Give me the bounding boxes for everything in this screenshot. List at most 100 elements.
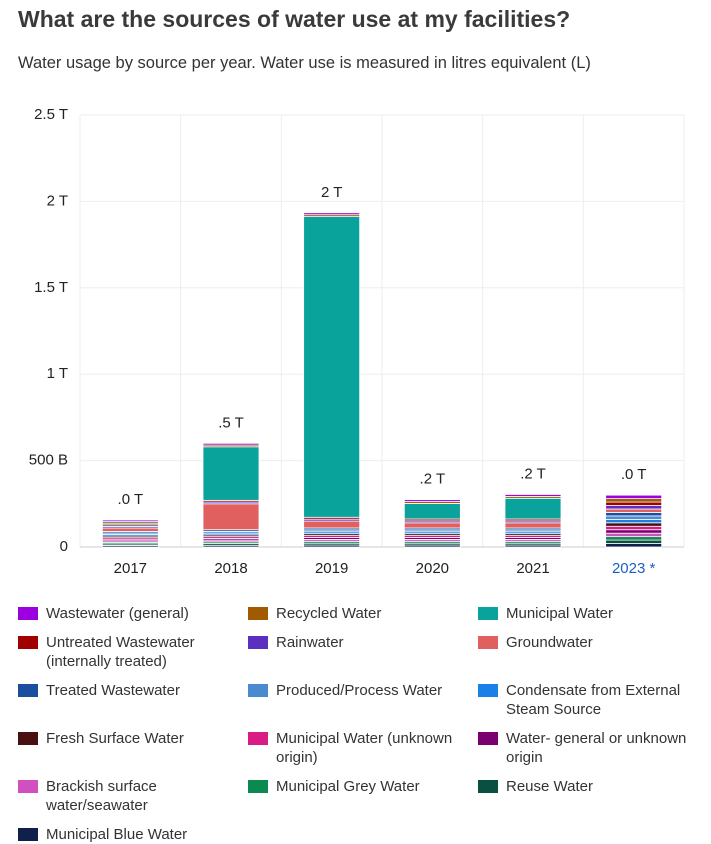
legend-swatch (478, 607, 498, 620)
bar-segment (605, 498, 663, 503)
legend-swatch (18, 828, 38, 841)
bar-segment (202, 503, 260, 531)
legend-item: Condensate from External Steam Source (478, 681, 708, 719)
bar-segment (605, 539, 663, 544)
bar-segment (101, 527, 159, 532)
legend-item: Reuse Water (478, 777, 708, 815)
legend-label: Municipal Grey Water (276, 778, 420, 795)
bar-segment (605, 522, 663, 527)
legend-swatch (248, 607, 268, 620)
y-tick-label: 1.5 T (34, 279, 68, 296)
bar-segment (303, 216, 361, 518)
bar-segment (605, 515, 663, 520)
total-label: .0 T (621, 466, 647, 483)
y-tick-label: 2.5 T (34, 106, 68, 123)
bar-segment (504, 522, 562, 529)
bar-segment (605, 529, 663, 534)
legend-swatch (18, 732, 38, 745)
legend-label: Untreated Wastewater (internally treated… (46, 634, 195, 670)
bar-segment (605, 501, 663, 506)
legend-label: Municipal Blue Water (46, 826, 188, 843)
legend-swatch (478, 636, 498, 649)
legend-label: Recycled Water (276, 605, 382, 622)
y-tick-label: 1 T (47, 365, 68, 382)
legend-label: Produced/Process Water (276, 682, 443, 699)
legend-label: Wastewater (general) (46, 605, 189, 622)
total-label: .5 T (218, 414, 244, 431)
legend-label: Water- general or unknown origin (506, 730, 687, 766)
legend-label: Municipal Water (unknown origin) (276, 730, 453, 766)
bar-segment (202, 446, 260, 501)
legend-label: Treated Wastewater (46, 682, 180, 699)
legend-label: Fresh Surface Water (46, 730, 184, 747)
bar-segment (504, 497, 562, 520)
legend-swatch (18, 607, 38, 620)
legend: Wastewater (general) Recycled Water Munici… (18, 604, 708, 844)
y-tick-label: 0 (60, 538, 68, 555)
bar-segment (605, 494, 663, 500)
legend-label: Reuse Water (506, 778, 593, 795)
bar-segment (605, 508, 663, 513)
x-tick-label: 2017 (114, 560, 147, 577)
legend-label: Brackish surface water/seawater (46, 778, 157, 814)
total-label: .2 T (520, 465, 546, 482)
chart-title: What are the sources of water use at my … (18, 6, 571, 32)
bar-segment (605, 512, 663, 517)
total-label: 2 T (321, 184, 342, 201)
legend-item: Fresh Surface Water (18, 729, 248, 767)
x-tick-label: 2021 (516, 560, 549, 577)
x-tick-label: 2018 (214, 560, 247, 577)
bar-segment (605, 518, 663, 524)
legend-label: Municipal Water (506, 605, 613, 622)
legend-item: Brackish surface water/seawater (18, 777, 248, 815)
bar-segment (403, 503, 461, 520)
legend-swatch (248, 684, 268, 697)
legend-item: Water- general or unknown origin (478, 729, 708, 767)
legend-swatch (18, 684, 38, 697)
legend-swatch (18, 780, 38, 793)
legend-swatch (478, 780, 498, 793)
bar-segment (303, 212, 361, 216)
legend-item: Wastewater (general) (18, 604, 248, 623)
bar-segment (605, 536, 663, 541)
y-tick-label: 500 B (29, 452, 68, 469)
legend-swatch (478, 684, 498, 697)
legend-item: Produced/Process Water (248, 681, 478, 719)
legend-item: Treated Wastewater (18, 681, 248, 719)
legend-swatch (478, 732, 498, 745)
bar-segment (403, 499, 461, 502)
legend-item: Recycled Water (248, 604, 478, 623)
x-tick-label: 2019 (315, 560, 348, 577)
legend-item: Municipal Blue Water (18, 825, 248, 844)
total-label: .0 T (118, 491, 144, 508)
x-tick-label: 2023 * (612, 560, 656, 577)
bar-segment (605, 505, 663, 510)
bar-segment (303, 520, 361, 529)
legend-label: Condensate from External Steam Source (506, 682, 681, 718)
bar-segment (605, 525, 663, 531)
bar-segment (403, 522, 461, 529)
bar-segment (605, 543, 663, 548)
x-tick-label: 2020 (416, 560, 449, 577)
total-label: .2 T (420, 471, 446, 488)
bar-segment (202, 442, 260, 446)
chart-subtitle: Water usage by source per year. Water us… (18, 54, 591, 72)
legend-swatch (18, 636, 38, 649)
y-tick-label: 2 T (47, 192, 68, 209)
bar-segment (101, 519, 159, 522)
legend-item: Municipal Water (unknown origin) (248, 729, 478, 767)
legend-label: Rainwater (276, 634, 344, 651)
legend-item: Groundwater (478, 633, 708, 671)
chart: 0 500 B 1 T 1.5 T 2 T 2.5 T 2017 .0 T 2018 .5 T 20… (29, 106, 685, 577)
legend-item: Municipal Water (478, 604, 708, 623)
legend-label: Groundwater (506, 634, 593, 651)
bar-segment (504, 494, 562, 497)
legend-item: Municipal Grey Water (248, 777, 478, 815)
legend-item: Rainwater (248, 633, 478, 671)
legend-swatch (248, 732, 268, 745)
legend-swatch (248, 780, 268, 793)
legend-swatch (248, 636, 268, 649)
legend-item: Untreated Wastewater (internally treated… (18, 633, 248, 671)
bar-segment (605, 532, 663, 538)
